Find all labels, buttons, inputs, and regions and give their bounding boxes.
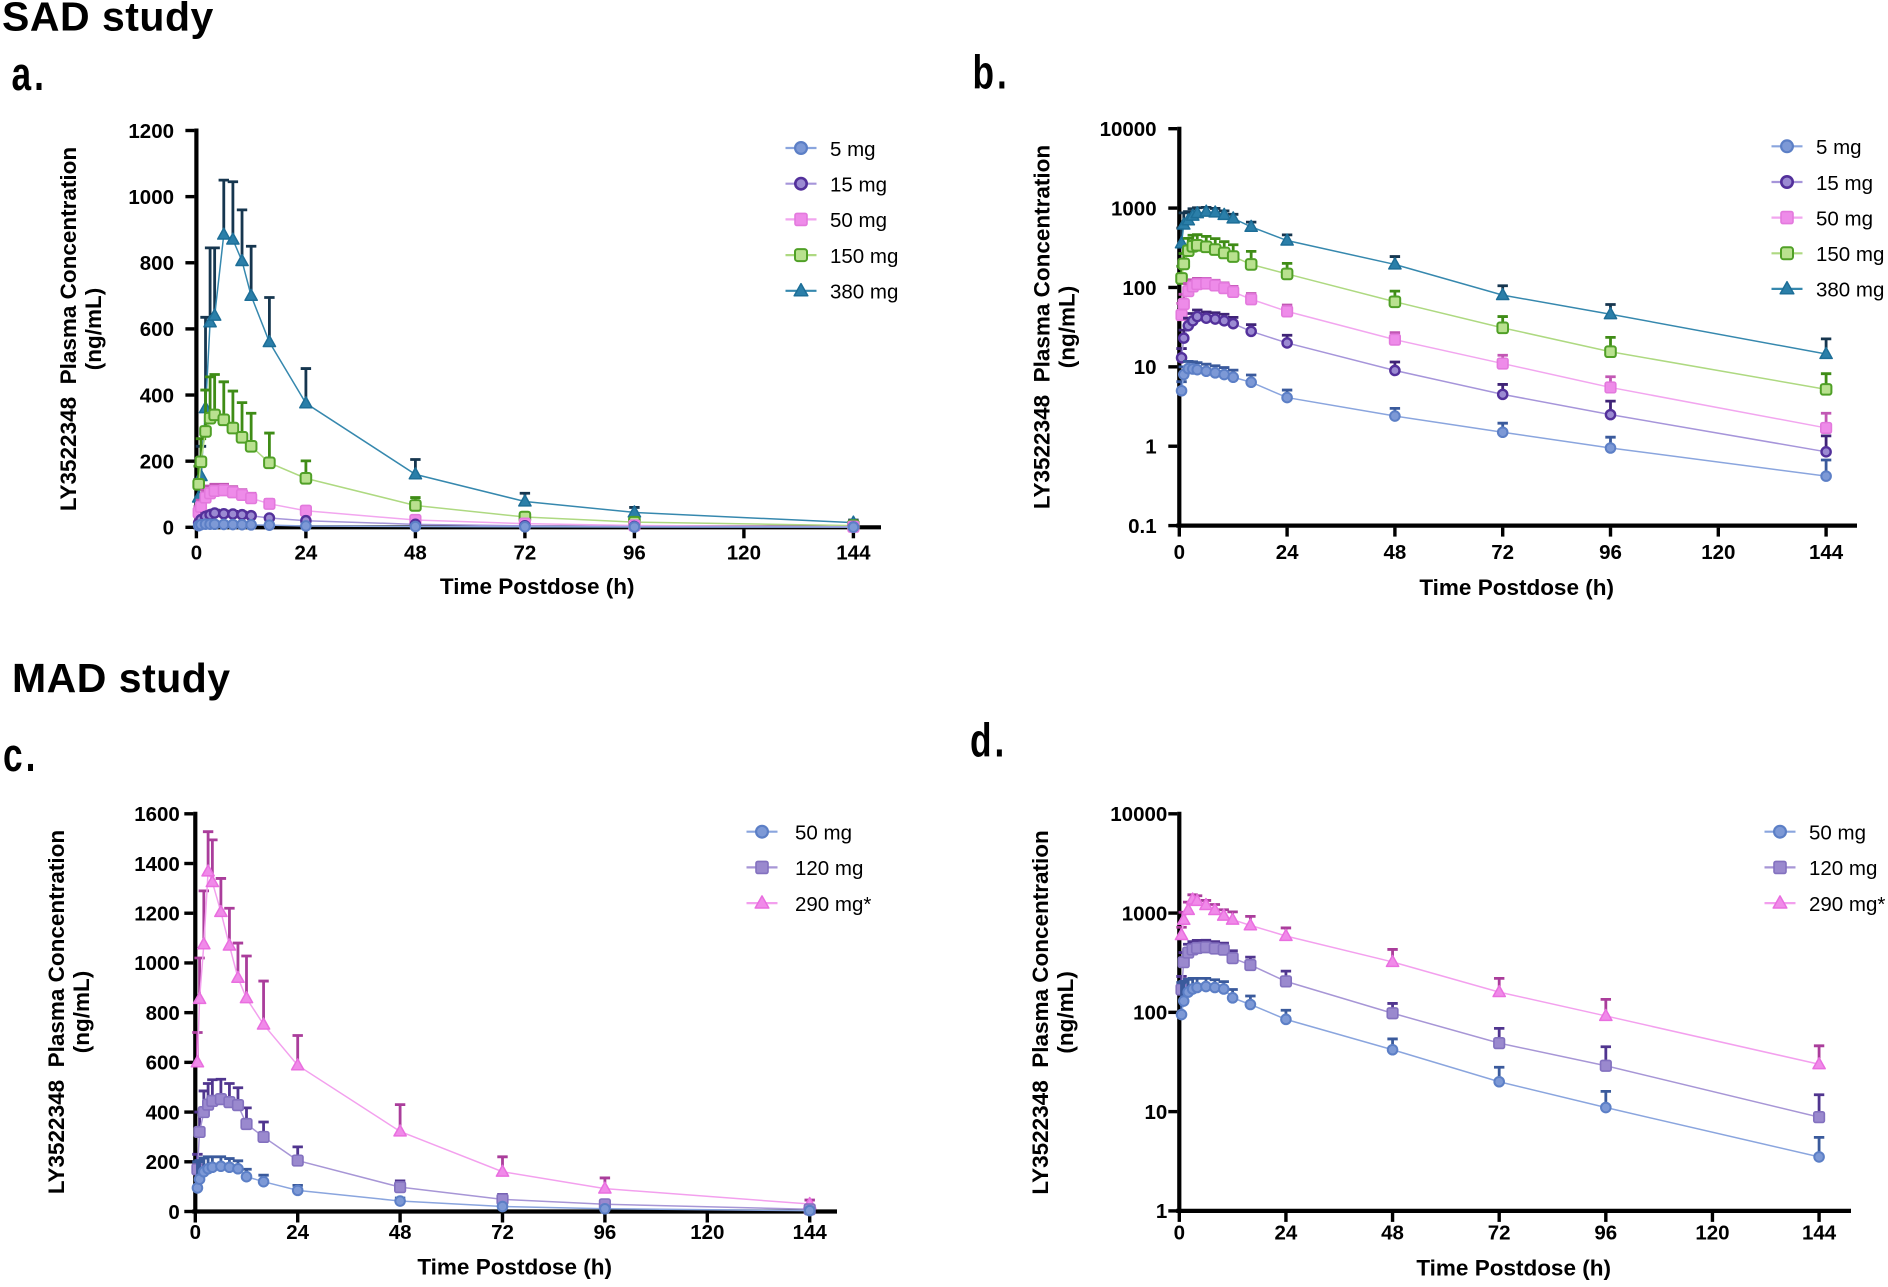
svg-text:24: 24 <box>294 542 317 565</box>
svg-text:1000: 1000 <box>1122 902 1168 925</box>
svg-text:15 mg: 15 mg <box>1816 172 1873 195</box>
svg-text:144: 144 <box>836 542 871 565</box>
svg-text:1400: 1400 <box>134 853 180 876</box>
svg-text:LY3522348 Plasma Concentratio: LY3522348 Plasma Concentration(ng/mL) <box>1030 145 1080 509</box>
svg-text:48: 48 <box>389 1221 412 1244</box>
svg-text:120: 120 <box>727 542 761 565</box>
svg-text:10000: 10000 <box>1110 803 1167 826</box>
svg-text:b.: b. <box>973 46 1010 99</box>
svg-text:50 mg: 50 mg <box>795 822 852 845</box>
svg-text:400: 400 <box>146 1101 180 1124</box>
svg-text:50 mg: 50 mg <box>830 209 887 232</box>
svg-text:MAD study: MAD study <box>12 655 231 701</box>
svg-text:1600: 1600 <box>134 803 180 826</box>
svg-text:d.: d. <box>970 714 1007 767</box>
svg-text:120 mg: 120 mg <box>795 857 863 880</box>
svg-text:1: 1 <box>1156 1200 1167 1223</box>
svg-text:120: 120 <box>1695 1222 1729 1245</box>
svg-text:1: 1 <box>1145 436 1156 459</box>
svg-text:c.: c. <box>3 728 38 781</box>
svg-text:120: 120 <box>1701 541 1735 564</box>
svg-text:0: 0 <box>191 542 202 565</box>
svg-text:LY3522348 Plasma Concentratio: LY3522348 Plasma Concentration(ng/mL) <box>44 830 94 1194</box>
svg-text:96: 96 <box>623 542 646 565</box>
svg-text:0: 0 <box>1174 1222 1185 1245</box>
svg-text:200: 200 <box>146 1151 180 1174</box>
svg-text:50 mg: 50 mg <box>1809 822 1866 845</box>
svg-text:Time Postdose (h): Time Postdose (h) <box>1419 575 1614 600</box>
svg-text:400: 400 <box>140 384 174 407</box>
svg-text:0.1: 0.1 <box>1128 515 1157 538</box>
svg-text:380 mg: 380 mg <box>1816 279 1884 302</box>
svg-text:LY3522348 Plasma Concentratio: LY3522348 Plasma Concentration(ng/mL) <box>56 147 106 511</box>
svg-text:1000: 1000 <box>134 952 180 975</box>
svg-text:0: 0 <box>163 517 174 540</box>
svg-text:600: 600 <box>140 318 174 341</box>
svg-text:290 mg*: 290 mg* <box>1809 893 1885 916</box>
svg-text:SAD study: SAD study <box>2 0 214 40</box>
svg-text:Time Postdose (h): Time Postdose (h) <box>417 1255 612 1280</box>
svg-text:150 mg: 150 mg <box>1816 243 1884 266</box>
svg-text:10: 10 <box>1134 356 1157 379</box>
svg-text:72: 72 <box>1488 1222 1511 1245</box>
svg-text:15 mg: 15 mg <box>830 174 887 197</box>
svg-text:120: 120 <box>690 1221 724 1244</box>
svg-text:5 mg: 5 mg <box>830 138 876 161</box>
svg-text:1000: 1000 <box>128 186 174 209</box>
svg-text:24: 24 <box>1276 541 1299 564</box>
svg-text:100: 100 <box>1122 277 1156 300</box>
svg-text:48: 48 <box>404 542 427 565</box>
svg-text:96: 96 <box>1599 541 1622 564</box>
svg-text:1200: 1200 <box>128 120 174 143</box>
svg-text:Time Postdose (h): Time Postdose (h) <box>440 574 635 599</box>
svg-text:0: 0 <box>190 1221 201 1244</box>
svg-text:800: 800 <box>140 252 174 275</box>
svg-text:0: 0 <box>1174 541 1185 564</box>
svg-text:72: 72 <box>1491 541 1514 564</box>
svg-text:380 mg: 380 mg <box>830 281 898 304</box>
svg-text:800: 800 <box>146 1002 180 1025</box>
svg-text:200: 200 <box>140 450 174 473</box>
svg-text:24: 24 <box>286 1221 309 1244</box>
svg-text:a.: a. <box>12 47 47 100</box>
svg-text:10: 10 <box>1144 1101 1167 1124</box>
svg-text:600: 600 <box>146 1052 180 1075</box>
svg-text:144: 144 <box>1809 541 1844 564</box>
svg-text:72: 72 <box>513 542 536 565</box>
svg-text:96: 96 <box>1594 1222 1617 1245</box>
svg-text:1000: 1000 <box>1111 197 1157 220</box>
svg-text:72: 72 <box>491 1221 514 1244</box>
svg-text:1200: 1200 <box>134 903 180 926</box>
svg-text:Time Postdose (h): Time Postdose (h) <box>1416 1256 1611 1281</box>
svg-text:5 mg: 5 mg <box>1816 136 1862 159</box>
svg-text:24: 24 <box>1275 1222 1298 1245</box>
svg-text:48: 48 <box>1383 541 1406 564</box>
svg-text:LY3522348 Plasma Concentratio: LY3522348 Plasma Concentration(ng/mL) <box>1028 830 1078 1194</box>
svg-text:290 mg*: 290 mg* <box>795 893 871 916</box>
svg-text:96: 96 <box>593 1221 616 1244</box>
svg-text:50 mg: 50 mg <box>1816 207 1873 230</box>
svg-text:144: 144 <box>793 1221 828 1244</box>
svg-text:100: 100 <box>1133 1002 1167 1025</box>
svg-text:0: 0 <box>168 1201 179 1224</box>
svg-text:120 mg: 120 mg <box>1809 857 1877 880</box>
svg-text:150 mg: 150 mg <box>830 245 898 268</box>
svg-text:10000: 10000 <box>1100 118 1157 141</box>
svg-text:48: 48 <box>1381 1222 1404 1245</box>
svg-text:144: 144 <box>1802 1222 1837 1245</box>
